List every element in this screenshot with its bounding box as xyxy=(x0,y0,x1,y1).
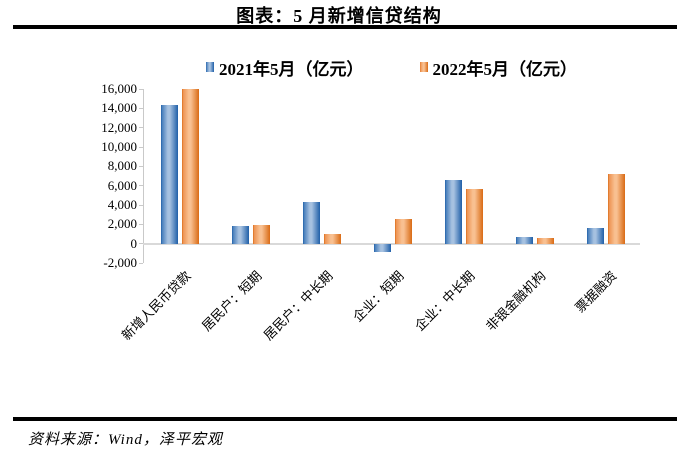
y-axis-tick xyxy=(139,88,143,90)
legend-swatch-icon xyxy=(206,62,214,72)
bar-series1 xyxy=(373,243,391,252)
y-axis-tick-label: 16,000 xyxy=(101,81,137,96)
y-axis-tick xyxy=(139,146,143,148)
bar-series2 xyxy=(607,174,625,244)
y-axis-tick-label: -2,000 xyxy=(103,255,137,270)
bar-series2 xyxy=(394,219,412,244)
bar-series1 xyxy=(586,228,604,244)
bar-series1 xyxy=(515,236,533,244)
y-axis-tick xyxy=(139,127,143,129)
bar-series1 xyxy=(444,179,462,244)
bar-series2 xyxy=(181,89,199,244)
bar-series1 xyxy=(231,225,249,244)
legend-label: 2022年5月（亿元） xyxy=(432,59,578,79)
y-axis-tick-label: 4,000 xyxy=(107,197,137,212)
y-axis-tick xyxy=(139,262,143,264)
legend-swatch-icon xyxy=(419,62,428,72)
bar-series2 xyxy=(536,238,554,244)
y-axis-tick-label: 12,000 xyxy=(101,119,137,135)
chart-title: 图表：5 月新增信贷结构 xyxy=(236,6,442,26)
legend-item: 2022年5月（亿元） xyxy=(419,55,578,80)
chart-legend: 2021年5月（亿元） 2022年5月（亿元） xyxy=(143,55,640,80)
top-divider xyxy=(13,25,677,29)
data-source-note: 资料来源：Wind，泽平宏观 xyxy=(28,432,223,448)
y-axis-tick xyxy=(139,185,143,187)
y-axis-tick-label: 0 xyxy=(130,235,138,251)
y-axis-tick xyxy=(139,223,143,225)
y-axis-tick xyxy=(139,165,143,167)
y-axis-tick-label: 8,000 xyxy=(107,158,137,174)
y-axis-line xyxy=(143,89,144,263)
y-axis-tick xyxy=(139,204,143,206)
bar-series1 xyxy=(160,104,178,244)
y-axis-tick-label: 6,000 xyxy=(107,177,137,193)
y-axis-tick xyxy=(139,107,143,109)
bar-series1 xyxy=(302,201,320,244)
x-axis-line xyxy=(143,242,640,245)
y-axis-tick-label: 2,000 xyxy=(107,216,137,232)
y-axis-tick-label: 14,000 xyxy=(101,100,137,116)
bottom-divider xyxy=(13,417,677,421)
bar-series2 xyxy=(252,224,270,244)
y-axis-tick xyxy=(139,243,143,245)
bar-series2 xyxy=(323,233,341,244)
y-axis-tick-label: 10,000 xyxy=(101,139,137,154)
bar-series2 xyxy=(465,189,483,244)
legend-label: 2021年5月（亿元） xyxy=(219,59,364,79)
legend-item: 2021年5月（亿元） xyxy=(206,55,364,80)
